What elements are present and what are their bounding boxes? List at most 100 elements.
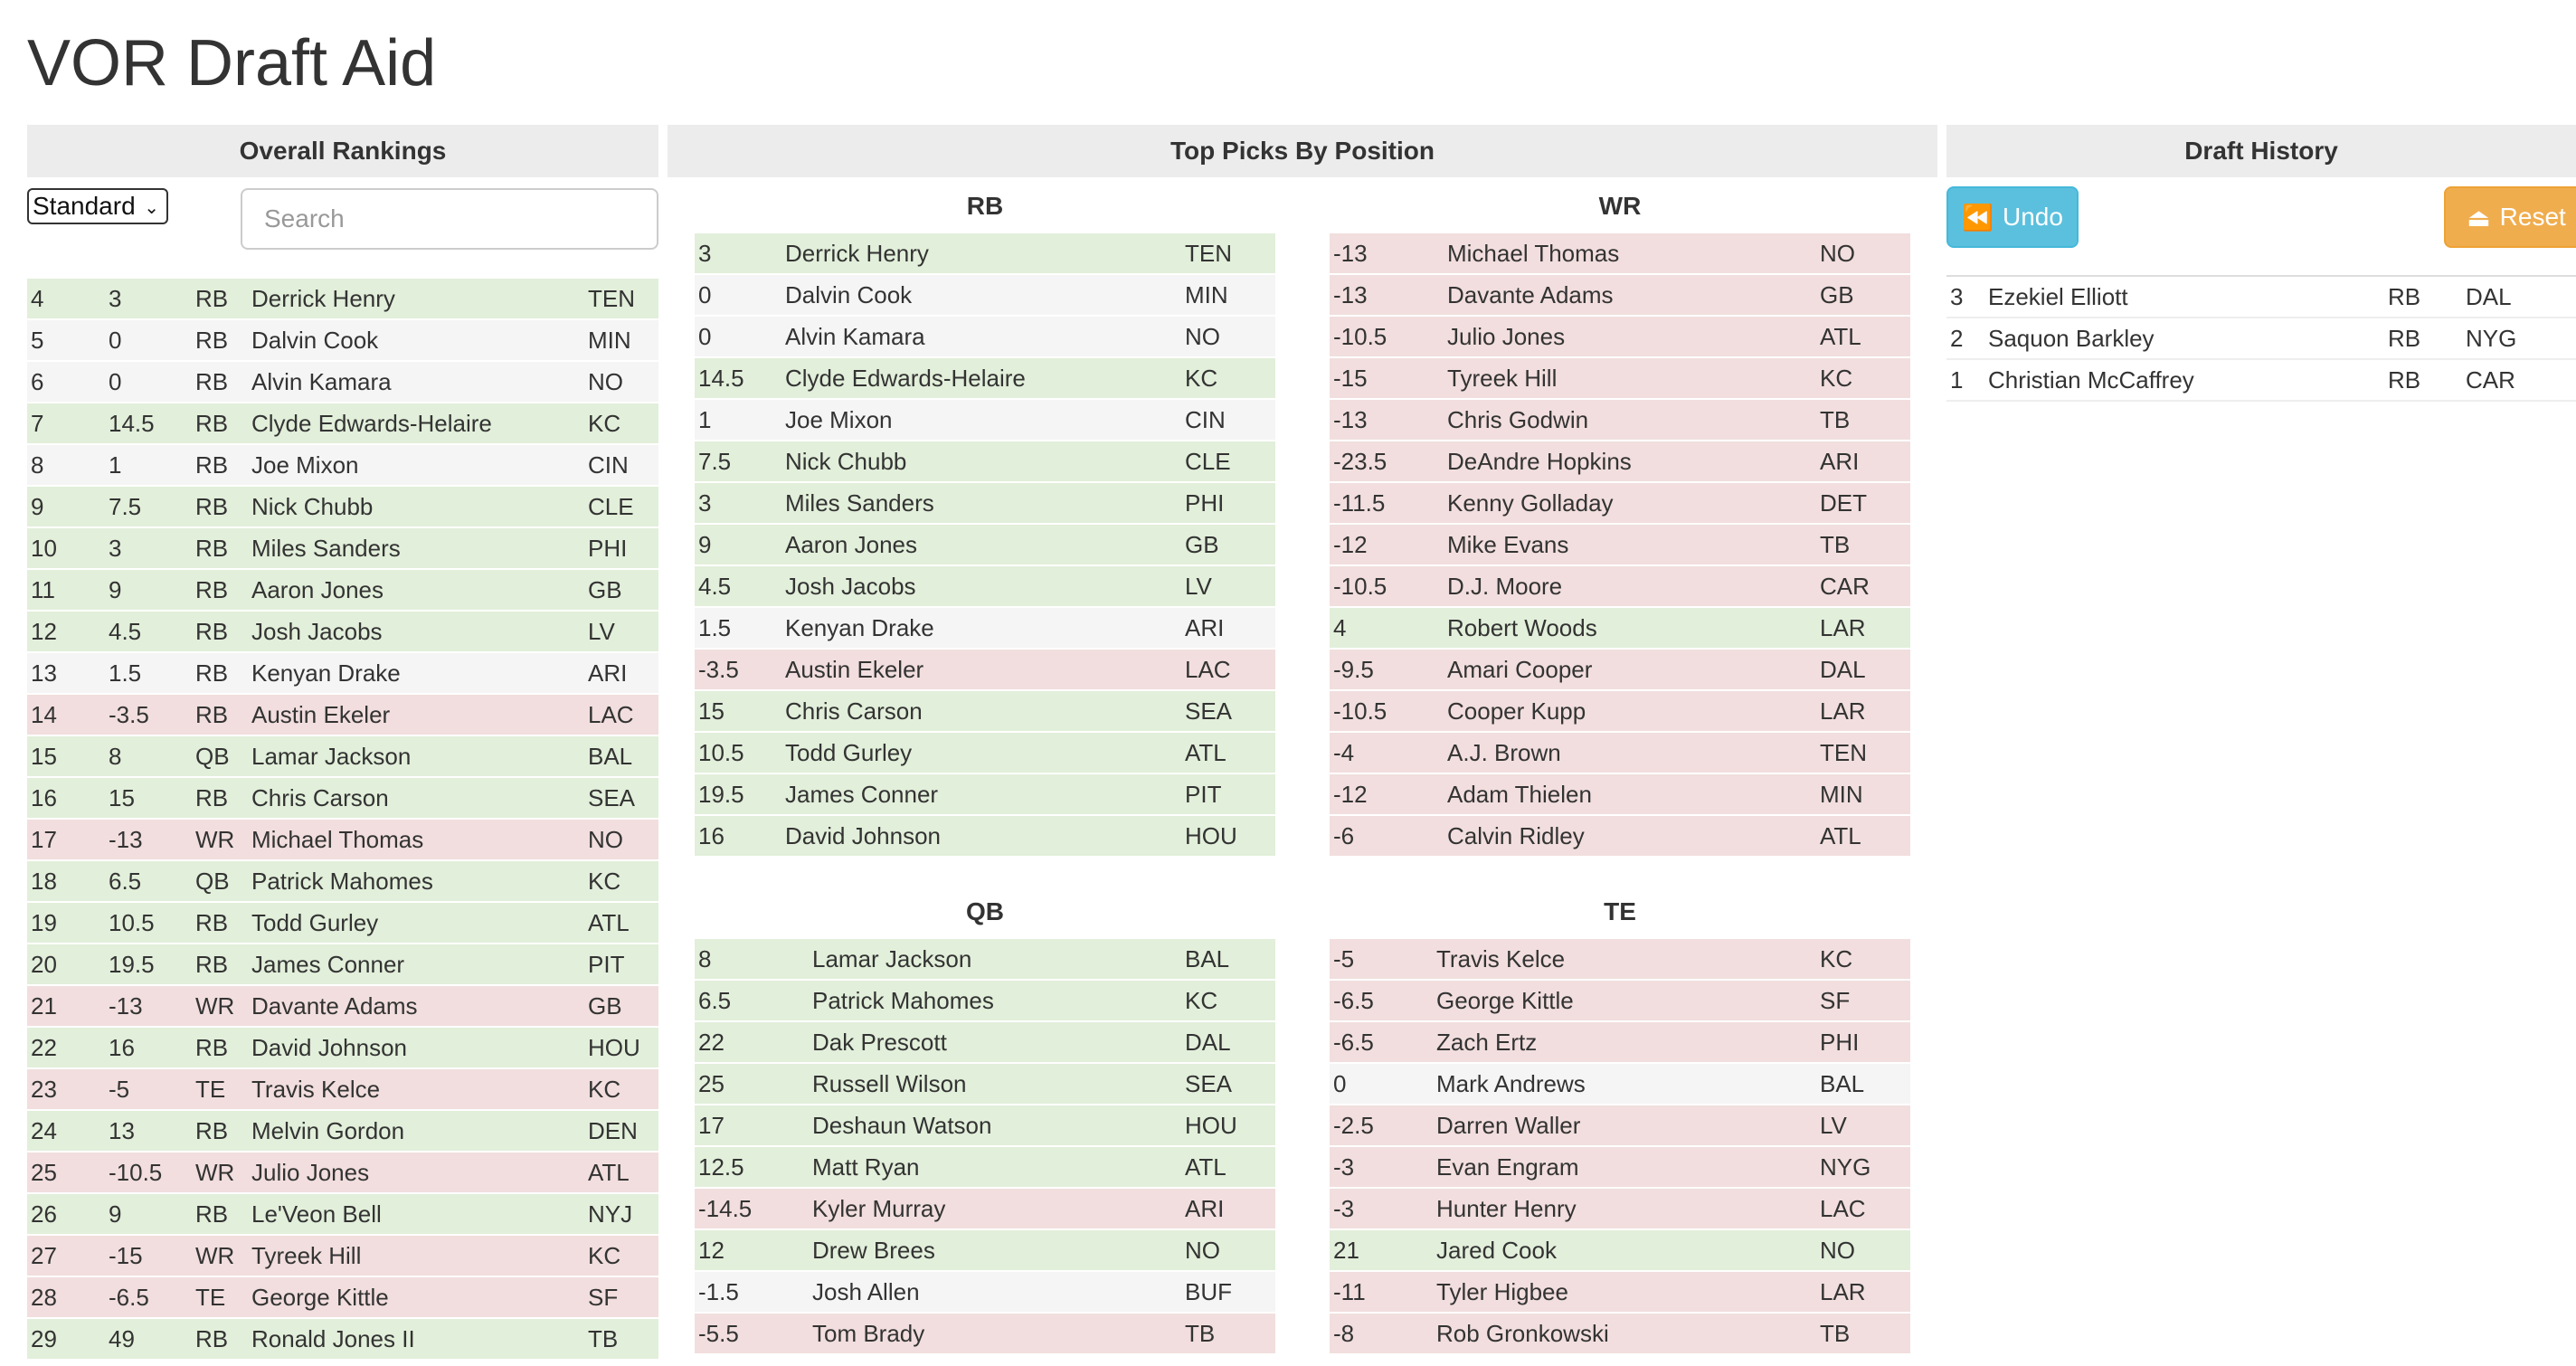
player-row[interactable]: 6 0 RB Alvin Kamara NO xyxy=(27,362,658,403)
player-name-cell: Dalvin Cook xyxy=(251,326,379,354)
player-row[interactable]: 9 7.5 RB Nick Chubb CLE xyxy=(27,487,658,528)
scoring-format-select[interactable]: Standard ⌄ xyxy=(27,188,168,224)
qb-player-row[interactable]: 12.5 Matt Ryan ATL xyxy=(695,1147,1275,1189)
rb-player-row[interactable]: 15 Chris Carson SEA xyxy=(695,691,1275,733)
rb-player-row[interactable]: 3 Derrick Henry TEN xyxy=(695,233,1275,275)
team-cell: GB xyxy=(588,991,622,1020)
qb-player-row[interactable]: 12 Drew Brees NO xyxy=(695,1230,1275,1272)
player-row[interactable]: 10 3 RB Miles Sanders PHI xyxy=(27,528,658,570)
wr-player-row[interactable]: -12 Adam Thielen MIN xyxy=(1330,774,1910,816)
player-name-cell: Aaron Jones xyxy=(785,530,917,558)
te-player-row[interactable]: 0 Mark Andrews BAL xyxy=(1330,1064,1910,1105)
player-row[interactable]: 18 6.5 QB Patrick Mahomes KC xyxy=(27,861,658,903)
team-cell: HOU xyxy=(588,1033,640,1061)
player-row[interactable]: 17 -13 WR Michael Thomas NO xyxy=(27,820,658,861)
te-player-row[interactable]: -5 Travis Kelce KC xyxy=(1330,939,1910,981)
rank-cell: 21 xyxy=(31,991,57,1020)
rb-player-row[interactable]: 16 David Johnson HOU xyxy=(695,816,1275,858)
te-player-row[interactable]: -8 Rob Gronkowski TB xyxy=(1330,1314,1910,1355)
player-row[interactable]: 28 -6.5 TE George Kittle SF xyxy=(27,1277,658,1319)
wr-player-row[interactable]: -12 Mike Evans TB xyxy=(1330,525,1910,566)
position-cell: RB xyxy=(195,1116,229,1144)
player-row[interactable]: 8 1 RB Joe Mixon CIN xyxy=(27,445,658,487)
te-player-row[interactable]: -6.5 George Kittle SF xyxy=(1330,981,1910,1022)
player-row[interactable]: 7 14.5 RB Clyde Edwards-Helaire KC xyxy=(27,403,658,445)
qb-player-row[interactable]: -5.5 Tom Brady TB xyxy=(695,1314,1275,1355)
rb-player-row[interactable]: 0 Dalvin Cook MIN xyxy=(695,275,1275,317)
player-row[interactable]: 27 -15 WR Tyreek Hill KC xyxy=(27,1236,658,1277)
vor-cell: -1.5 xyxy=(698,1277,739,1305)
player-name-cell: Josh Jacobs xyxy=(785,572,916,600)
te-player-row[interactable]: -3 Evan Engram NYG xyxy=(1330,1147,1910,1189)
te-player-row[interactable]: -6.5 Zach Ertz PHI xyxy=(1330,1022,1910,1064)
draft-history-row[interactable]: 2 Saquon Barkley RB NYG xyxy=(1946,318,2576,360)
qb-player-row[interactable]: 25 Russell Wilson SEA xyxy=(695,1064,1275,1105)
wr-player-row[interactable]: -13 Chris Godwin TB xyxy=(1330,400,1910,441)
player-row[interactable]: 21 -13 WR Davante Adams GB xyxy=(27,986,658,1028)
player-row[interactable]: 19 10.5 RB Todd Gurley ATL xyxy=(27,903,658,944)
rb-player-row[interactable]: 7.5 Nick Chubb CLE xyxy=(695,441,1275,483)
te-player-row[interactable]: 21 Jared Cook NO xyxy=(1330,1230,1910,1272)
player-row[interactable]: 25 -10.5 WR Julio Jones ATL xyxy=(27,1153,658,1194)
te-player-row[interactable]: -2.5 Darren Waller LV xyxy=(1330,1105,1910,1147)
wr-player-row[interactable]: -11.5 Kenny Golladay DET xyxy=(1330,483,1910,525)
wr-player-row[interactable]: 4 Robert Woods LAR xyxy=(1330,608,1910,650)
te-player-row[interactable]: -11 Tyler Higbee LAR xyxy=(1330,1272,1910,1314)
player-row[interactable]: 14 -3.5 RB Austin Ekeler LAC xyxy=(27,695,658,736)
player-row[interactable]: 15 8 QB Lamar Jackson BAL xyxy=(27,736,658,778)
qb-player-row[interactable]: -14.5 Kyler Murray ARI xyxy=(695,1189,1275,1230)
vor-cell: 6.5 xyxy=(109,867,142,895)
search-input[interactable] xyxy=(241,188,658,250)
player-row[interactable]: 11 9 RB Aaron Jones GB xyxy=(27,570,658,612)
reset-button[interactable]: ⏏ Reset xyxy=(2444,186,2576,248)
wr-player-row[interactable]: -15 Tyreek Hill KC xyxy=(1330,358,1910,400)
rb-player-row[interactable]: 9 Aaron Jones GB xyxy=(695,525,1275,566)
player-name-cell: David Johnson xyxy=(251,1033,407,1061)
player-row[interactable]: 26 9 RB Le'Veon Bell NYJ xyxy=(27,1194,658,1236)
draft-history-row[interactable]: 3 Ezekiel Elliott RB DAL xyxy=(1946,277,2576,318)
rb-player-row[interactable]: 0 Alvin Kamara NO xyxy=(695,317,1275,358)
rb-player-row[interactable]: 19.5 James Conner PIT xyxy=(695,774,1275,816)
draft-history-row[interactable]: 1 Christian McCaffrey RB CAR xyxy=(1946,360,2576,402)
wr-player-row[interactable]: -9.5 Amari Cooper DAL xyxy=(1330,650,1910,691)
wr-player-row[interactable]: -10.5 Julio Jones ATL xyxy=(1330,317,1910,358)
rb-player-row[interactable]: 14.5 Clyde Edwards-Helaire KC xyxy=(695,358,1275,400)
wr-player-row[interactable]: -10.5 Cooper Kupp LAR xyxy=(1330,691,1910,733)
player-row[interactable]: 5 0 RB Dalvin Cook MIN xyxy=(27,320,658,362)
player-row[interactable]: 22 16 RB David Johnson HOU xyxy=(27,1028,658,1069)
rb-player-row[interactable]: 3 Miles Sanders PHI xyxy=(695,483,1275,525)
wr-player-row[interactable]: -10.5 D.J. Moore CAR xyxy=(1330,566,1910,608)
rb-player-row[interactable]: 1.5 Kenyan Drake ARI xyxy=(695,608,1275,650)
wr-player-row[interactable]: -4 A.J. Brown TEN xyxy=(1330,733,1910,774)
position-cell: RB xyxy=(2388,324,2421,352)
rb-player-row[interactable]: 1 Joe Mixon CIN xyxy=(695,400,1275,441)
player-row[interactable]: 16 15 RB Chris Carson SEA xyxy=(27,778,658,820)
qb-player-row[interactable]: 6.5 Patrick Mahomes KC xyxy=(695,981,1275,1022)
rb-player-row[interactable]: 10.5 Todd Gurley ATL xyxy=(695,733,1275,774)
undo-button[interactable]: ⏪ Undo xyxy=(1946,186,2079,248)
wr-player-row[interactable]: -6 Calvin Ridley ATL xyxy=(1330,816,1910,858)
qb-player-row[interactable]: -1.5 Josh Allen BUF xyxy=(695,1272,1275,1314)
rb-player-row[interactable]: -3.5 Austin Ekeler LAC xyxy=(695,650,1275,691)
team-cell: ATL xyxy=(1185,738,1226,766)
wr-player-row[interactable]: -13 Davante Adams GB xyxy=(1330,275,1910,317)
qb-player-row[interactable]: 17 Deshaun Watson HOU xyxy=(695,1105,1275,1147)
player-row[interactable]: 4 3 RB Derrick Henry TEN xyxy=(27,279,658,320)
player-row[interactable]: 23 -5 TE Travis Kelce KC xyxy=(27,1069,658,1111)
player-name-cell: Julio Jones xyxy=(1447,322,1566,350)
wr-player-row[interactable]: -13 Michael Thomas NO xyxy=(1330,233,1910,275)
qb-player-row[interactable]: 22 Dak Prescott DAL xyxy=(695,1022,1275,1064)
team-cell: ARI xyxy=(1185,613,1225,641)
team-cell: KC xyxy=(588,867,621,895)
wr-player-row[interactable]: -23.5 DeAndre Hopkins ARI xyxy=(1330,441,1910,483)
qb-player-row[interactable]: 8 Lamar Jackson BAL xyxy=(695,939,1275,981)
player-row[interactable]: 29 49 RB Ronald Jones II TB xyxy=(27,1319,658,1361)
player-row[interactable]: 24 13 RB Melvin Gordon DEN xyxy=(27,1111,658,1153)
rb-player-row[interactable]: 4.5 Josh Jacobs LV xyxy=(695,566,1275,608)
team-cell: ARI xyxy=(588,659,628,687)
te-player-row[interactable]: -3 Hunter Henry LAC xyxy=(1330,1189,1910,1230)
player-row[interactable]: 20 19.5 RB James Conner PIT xyxy=(27,944,658,986)
player-name-cell: Dalvin Cook xyxy=(785,280,913,308)
player-row[interactable]: 12 4.5 RB Josh Jacobs LV xyxy=(27,612,658,653)
player-row[interactable]: 13 1.5 RB Kenyan Drake ARI xyxy=(27,653,658,695)
